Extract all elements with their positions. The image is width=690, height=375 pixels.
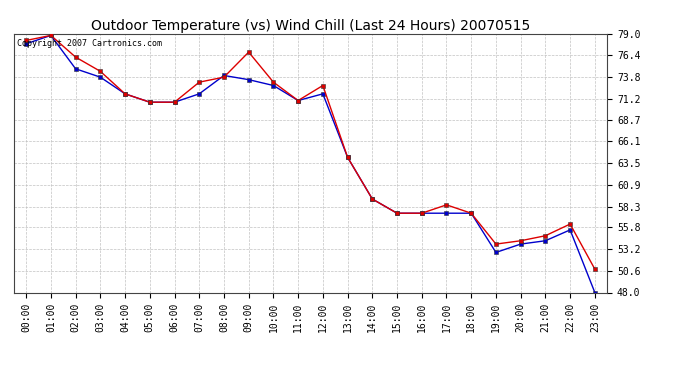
Text: Copyright 2007 Cartronics.com: Copyright 2007 Cartronics.com xyxy=(17,39,161,48)
Title: Outdoor Temperature (vs) Wind Chill (Last 24 Hours) 20070515: Outdoor Temperature (vs) Wind Chill (Las… xyxy=(91,19,530,33)
